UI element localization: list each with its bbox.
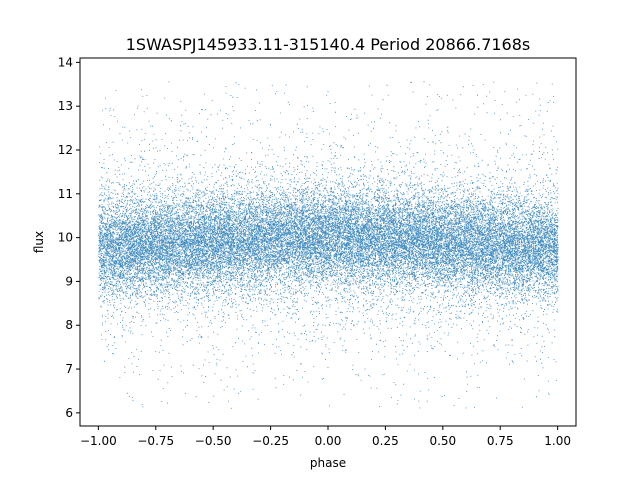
- y-tick-label: 7: [65, 362, 73, 376]
- y-axis-label: flux: [32, 231, 46, 253]
- x-tick-label: 0.25: [372, 434, 399, 448]
- scatter-points: [98, 81, 559, 409]
- y-tick-label: 6: [65, 406, 73, 420]
- y-tick-label: 12: [58, 143, 73, 157]
- x-tick-label: 0.50: [429, 434, 456, 448]
- y-tick-label: 14: [58, 55, 73, 69]
- x-tick-label: −0.25: [252, 434, 289, 448]
- x-tick-label: −0.50: [195, 434, 232, 448]
- y-tick-label: 10: [58, 231, 73, 245]
- x-tick-label: 1.00: [544, 434, 571, 448]
- x-tick-label: −0.75: [137, 434, 174, 448]
- chart-title: 1SWASPJ145933.11-315140.4 Period 20866.7…: [126, 35, 531, 54]
- x-tick-label: −1.00: [80, 434, 117, 448]
- y-tick-label: 11: [58, 187, 73, 201]
- x-tick-label: 0.00: [315, 434, 342, 448]
- x-axis-label: phase: [310, 456, 346, 470]
- y-axis-ticks: 6 7 8 9 10 11 12 13 14: [58, 55, 80, 420]
- x-tick-label: 0.75: [487, 434, 514, 448]
- series-points: [98, 81, 559, 409]
- y-tick-label: 9: [65, 274, 73, 288]
- y-tick-label: 8: [65, 318, 73, 332]
- y-tick-label: 13: [58, 99, 73, 113]
- x-axis-ticks: −1.00 −0.75 −0.50 −0.25 0.00 0.25 0.50 0.75 1.00: [80, 426, 571, 448]
